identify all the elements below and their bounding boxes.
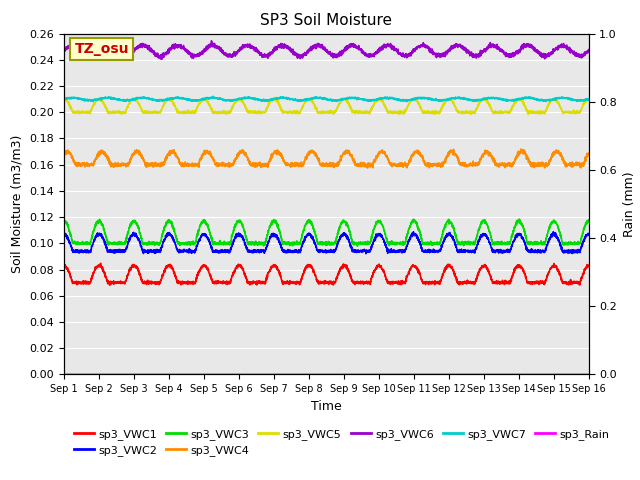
Y-axis label: Rain (mm): Rain (mm) bbox=[623, 171, 636, 237]
Y-axis label: Soil Moisture (m3/m3): Soil Moisture (m3/m3) bbox=[11, 135, 24, 273]
Text: TZ_osu: TZ_osu bbox=[74, 42, 129, 56]
Legend: sp3_VWC1, sp3_VWC2, sp3_VWC3, sp3_VWC4, sp3_VWC5, sp3_VWC6, sp3_VWC7, sp3_Rain: sp3_VWC1, sp3_VWC2, sp3_VWC3, sp3_VWC4, … bbox=[70, 424, 614, 460]
Title: SP3 Soil Moisture: SP3 Soil Moisture bbox=[260, 13, 392, 28]
X-axis label: Time: Time bbox=[311, 400, 342, 413]
